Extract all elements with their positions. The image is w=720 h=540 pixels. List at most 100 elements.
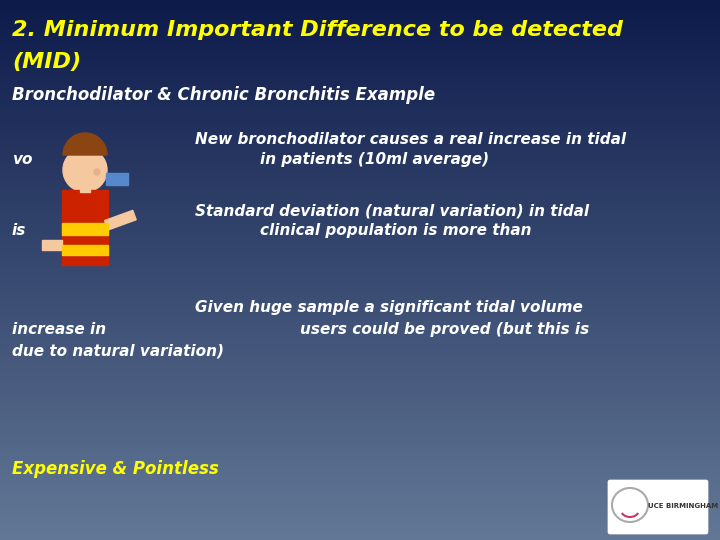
Bar [0,157,720,159]
Bar [0,122,720,124]
Bar [0,92,720,94]
Bar [0,470,720,472]
Text: UCE BIRMINGHAM: UCE BIRMINGHAM [648,503,718,509]
Bar [0,178,720,181]
Bar [0,508,720,510]
Bar [0,405,720,408]
Bar [0,329,720,332]
Bar [0,286,720,289]
Bar [0,251,720,254]
Bar [0,443,720,445]
Bar [0,275,720,278]
Bar [0,327,720,329]
Bar [0,510,720,513]
Bar [0,410,720,413]
Bar [0,248,720,251]
Text: users could be proved (but this is: users could be proved (but this is [300,322,589,337]
Bar [0,505,720,508]
Bar [0,429,720,432]
Bar [0,108,720,111]
Bar [0,424,720,427]
Bar [0,221,720,224]
Bar [0,305,720,308]
Bar [0,335,720,338]
Bar [0,464,720,467]
Bar [0,57,720,59]
Bar [0,27,720,30]
Bar [0,467,720,470]
Bar [0,167,720,170]
Bar [0,321,720,324]
Bar [0,84,720,86]
Bar [0,378,720,381]
Bar [0,16,720,19]
Bar [0,459,720,462]
Bar [104,211,136,230]
Bar [0,3,720,5]
Bar [0,103,720,105]
Bar [0,294,720,297]
Bar [0,346,720,348]
Bar [0,356,720,359]
Bar [0,537,720,540]
Bar [0,402,720,405]
Bar [0,416,720,418]
Bar [0,143,720,146]
Bar [0,170,720,173]
Bar [0,340,720,343]
Bar [0,270,720,273]
Text: (MID): (MID) [12,52,81,72]
Wedge shape [63,133,107,155]
Bar [0,119,720,122]
Bar [0,375,720,378]
Bar [0,310,720,313]
Bar [0,235,720,238]
Bar [0,500,720,502]
Bar [0,8,720,11]
Bar [0,343,720,346]
Bar [0,324,720,327]
Bar [0,297,720,300]
Bar [0,284,720,286]
Bar [0,289,720,292]
Bar [0,51,720,54]
Bar [0,176,720,178]
Bar [0,526,720,529]
Bar [0,440,720,443]
Bar [0,246,720,248]
Bar [0,184,720,186]
Bar [0,308,720,310]
Bar [0,11,720,14]
Bar [0,435,720,437]
Bar [0,127,720,130]
Bar [0,502,720,505]
Text: vo: vo [12,152,32,167]
Bar [0,227,720,229]
Text: Given huge sample a significant tidal volume: Given huge sample a significant tidal vo… [195,300,583,315]
Bar [0,213,720,216]
Bar [0,359,720,362]
Bar [0,446,720,448]
Bar [0,516,720,518]
Bar [0,532,720,535]
Bar [0,205,720,208]
Bar [0,481,720,483]
Bar [0,348,720,351]
Bar [0,456,720,459]
Bar [0,394,720,397]
Bar [0,332,720,335]
Bar [0,70,720,73]
Bar [0,535,720,537]
Bar [0,413,720,416]
Bar [0,427,720,429]
Bar [42,240,62,250]
Bar [0,367,720,370]
Bar [0,113,720,116]
Bar [0,265,720,267]
Bar [0,78,720,81]
Text: clinical population is more than: clinical population is more than [260,223,531,238]
Bar [0,432,720,435]
Bar [0,43,720,46]
Bar [0,400,720,402]
Text: Expensive & Pointless: Expensive & Pointless [12,460,219,478]
